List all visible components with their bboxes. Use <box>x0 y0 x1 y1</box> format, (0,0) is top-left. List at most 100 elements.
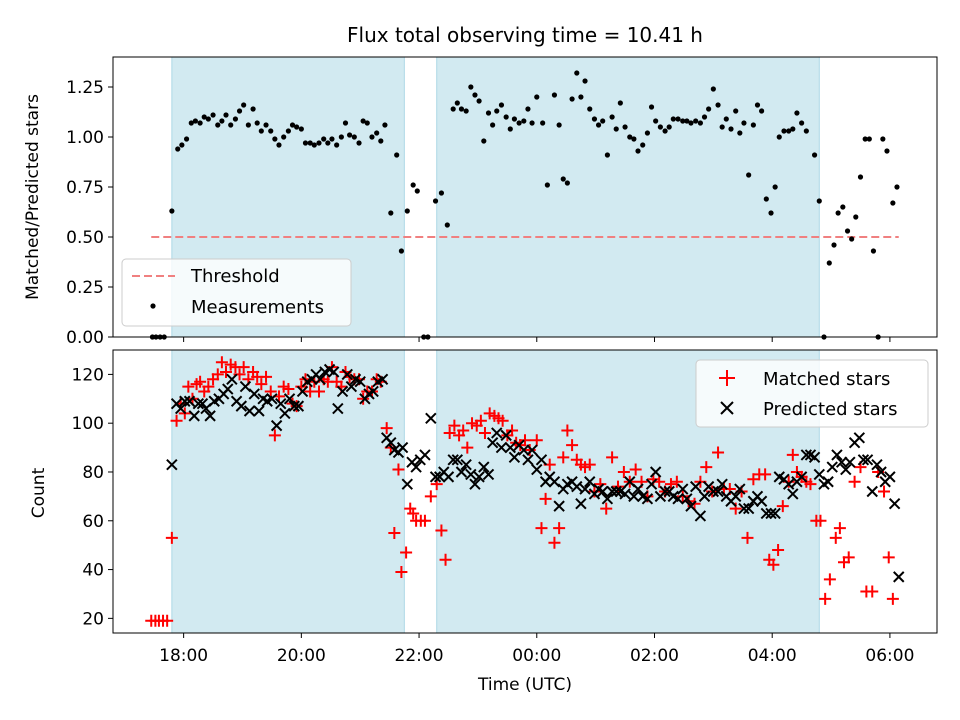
matched-star-point <box>182 380 195 393</box>
matched-star-point <box>886 592 899 605</box>
measurement-point <box>294 124 300 130</box>
x-tick-label: 20:00 <box>277 646 326 666</box>
predicted-star-point <box>447 454 459 466</box>
measurement-point <box>219 118 225 124</box>
measurement-point <box>622 124 628 130</box>
predicted-star-point <box>243 405 256 417</box>
measurement-point <box>816 198 822 204</box>
measurement-point <box>197 120 203 126</box>
bottom-legend-box <box>695 359 929 428</box>
predicted-star-point <box>787 488 799 500</box>
matched-star-point <box>435 524 448 537</box>
top-x-ticks <box>183 337 891 342</box>
top-y-axis-label: Matched/Predicted stars <box>23 94 43 300</box>
matched-star-point <box>255 378 268 391</box>
measurement-point <box>525 106 531 112</box>
predicted-star-point <box>853 432 866 444</box>
predicted-star-point <box>822 476 834 488</box>
top-legend-box <box>121 258 352 327</box>
predicted-star-point <box>491 427 503 439</box>
measurement-point <box>311 142 317 148</box>
measurement-point <box>450 106 456 112</box>
measurement-point <box>201 114 207 120</box>
predicted-star-point <box>610 485 622 498</box>
matched-star-point <box>407 507 420 520</box>
matched-star-point <box>496 414 509 427</box>
measurement-point <box>378 138 384 144</box>
predicted-star-point <box>504 441 516 454</box>
matched-star-point <box>767 558 780 571</box>
measurement-point <box>334 142 340 148</box>
predicted-star-point <box>518 444 530 456</box>
measurement-point <box>192 118 198 124</box>
matched-star-point <box>264 385 277 398</box>
measurement-point <box>587 106 593 112</box>
measurement-point <box>617 100 623 106</box>
measurement-point <box>675 116 681 122</box>
predicted-star-point <box>769 507 781 520</box>
measurement-point <box>890 200 896 206</box>
measurement-point <box>884 148 890 154</box>
measurement-point <box>481 138 487 144</box>
chart-title: Flux total observing time = 10.41 h <box>347 23 703 47</box>
matched-star-point <box>474 414 487 427</box>
predicted-star-point <box>296 385 309 398</box>
top-y-tick-label: 1.25 <box>66 78 104 98</box>
legend-measurements-label: Measurements <box>191 297 324 318</box>
measurement-point <box>179 142 185 148</box>
measurement-point <box>750 122 756 128</box>
matched-star-point <box>443 426 456 439</box>
x-tick-label: 02:00 <box>630 646 679 666</box>
predicted-star-point <box>866 485 878 498</box>
predicted-star-point <box>861 454 874 466</box>
measurement-point <box>321 136 327 142</box>
predicted-star-point <box>571 480 583 493</box>
measurement-point <box>529 120 535 126</box>
matched-star-point <box>380 422 393 435</box>
predicted-star-point <box>677 483 689 495</box>
predicted-star-point <box>575 497 587 510</box>
matched-star-point <box>833 522 846 535</box>
measurement-point <box>507 126 513 132</box>
measurement-point <box>710 86 716 92</box>
matched-star-point <box>882 551 895 564</box>
predicted-star-point <box>166 458 178 471</box>
measurement-point <box>245 122 251 128</box>
measurement-point <box>853 214 859 220</box>
top-y-tick-label: 0.75 <box>66 178 104 198</box>
predicted-star-point <box>482 468 495 481</box>
measurement-point <box>432 198 439 204</box>
measurement-point <box>666 124 672 130</box>
measurement-point <box>706 106 712 112</box>
measurement-point <box>894 184 900 190</box>
matched-star-point <box>418 514 431 527</box>
predicted-star-point <box>526 444 538 456</box>
measurement-point <box>635 148 641 154</box>
predicted-star-point <box>332 402 344 415</box>
x-tick-label: 22:00 <box>395 646 444 666</box>
predicted-star-point <box>279 407 291 420</box>
predicted-star-point <box>888 497 901 510</box>
matched-star-point <box>772 544 785 557</box>
matched-star-point <box>629 463 642 476</box>
predicted-star-point <box>226 373 238 385</box>
matched-star-point <box>424 490 437 503</box>
predicted-star-point <box>685 500 697 512</box>
matched-star-point <box>878 485 891 498</box>
predicted-star-point <box>275 397 287 410</box>
bottom-y-tick-label: 120 <box>72 365 104 385</box>
predicted-star-point <box>401 478 413 490</box>
matched-star-point <box>170 414 183 427</box>
bottom-x-ticks: 18:00 20:00 22:00 00:00 02:00 04:00 06:00 <box>159 633 914 666</box>
measurement-point <box>394 152 400 158</box>
predicted-star-point <box>465 468 477 481</box>
matched-star-point <box>829 531 842 544</box>
predicted-star-point <box>579 483 591 495</box>
measurement-point <box>360 118 366 124</box>
measurement-point <box>241 102 247 108</box>
measurement-point <box>476 98 482 104</box>
measurement-point <box>631 136 637 142</box>
measurement-point <box>210 112 216 118</box>
measurement-point <box>786 128 792 134</box>
measurement-point <box>840 204 846 210</box>
